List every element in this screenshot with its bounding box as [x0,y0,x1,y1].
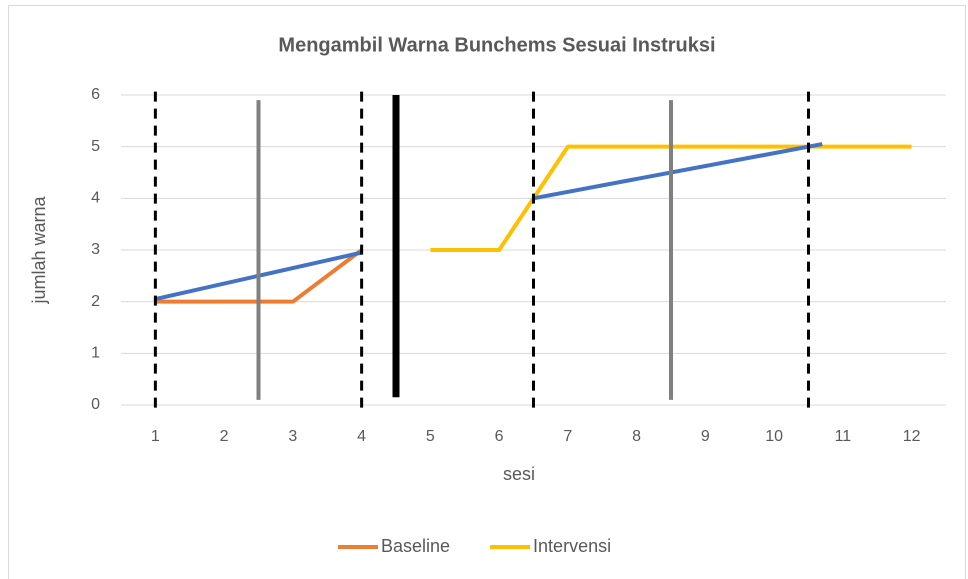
x-tick-label: 1 [151,428,160,445]
x-tick-label: 6 [495,428,504,445]
y-axis-label: jumlah warna [29,195,49,304]
x-tick-label: 2 [220,428,229,445]
x-tick-label: 10 [765,428,783,445]
x-tick-label: 8 [632,428,641,445]
y-tick-label: 1 [91,345,100,362]
x-tick-label: 12 [903,428,921,445]
y-tick-label: 3 [91,241,100,258]
y-tick-label: 2 [91,293,100,310]
chart-title: Mengambil Warna Bunchems Sesuai Instruks… [278,34,715,56]
y-tick-label: 6 [91,86,100,103]
x-axis-label: sesi [503,464,535,484]
trend-line [533,142,823,201]
y-tick-label: 0 [91,396,100,413]
x-tick-label: 4 [357,428,366,445]
y-tick-label: 4 [91,190,100,207]
x-tick-label: 3 [288,428,297,445]
legend-label: Baseline [381,536,450,556]
y-tick-label: 5 [91,138,100,155]
x-tick-label: 11 [835,428,852,445]
chart-border [8,5,966,579]
legend-label: Intervensi [533,536,611,556]
x-tick-label: 9 [701,428,710,445]
x-tick-label: 7 [563,428,572,445]
x-tick-label: 5 [426,428,435,445]
